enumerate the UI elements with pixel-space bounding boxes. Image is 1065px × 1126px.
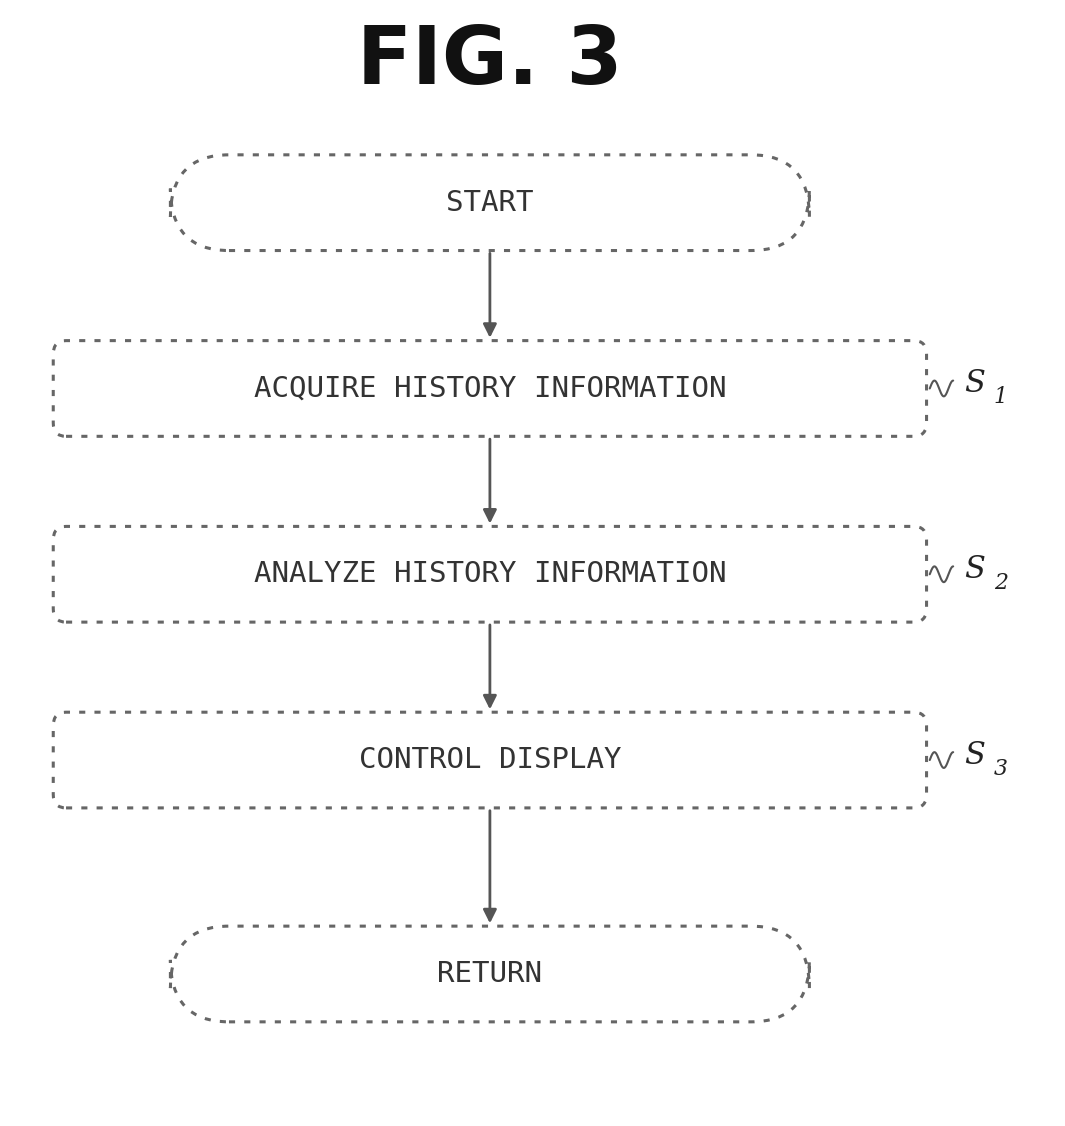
Text: RETURN: RETURN bbox=[438, 960, 542, 988]
FancyBboxPatch shape bbox=[170, 154, 809, 251]
Text: S: S bbox=[964, 740, 985, 771]
Text: ANALYZE HISTORY INFORMATION: ANALYZE HISTORY INFORMATION bbox=[253, 561, 726, 588]
FancyBboxPatch shape bbox=[53, 340, 927, 436]
FancyBboxPatch shape bbox=[170, 926, 809, 1022]
Text: 2: 2 bbox=[994, 572, 1007, 595]
FancyBboxPatch shape bbox=[53, 712, 927, 808]
Text: 1: 1 bbox=[994, 386, 1007, 409]
Text: CONTROL DISPLAY: CONTROL DISPLAY bbox=[359, 747, 621, 774]
Text: 3: 3 bbox=[994, 758, 1007, 780]
FancyBboxPatch shape bbox=[53, 527, 927, 622]
Text: S: S bbox=[964, 368, 985, 400]
Text: START: START bbox=[446, 189, 534, 216]
Text: FIG. 3: FIG. 3 bbox=[357, 23, 623, 101]
Text: ACQUIRE HISTORY INFORMATION: ACQUIRE HISTORY INFORMATION bbox=[253, 375, 726, 402]
Text: S: S bbox=[964, 554, 985, 586]
